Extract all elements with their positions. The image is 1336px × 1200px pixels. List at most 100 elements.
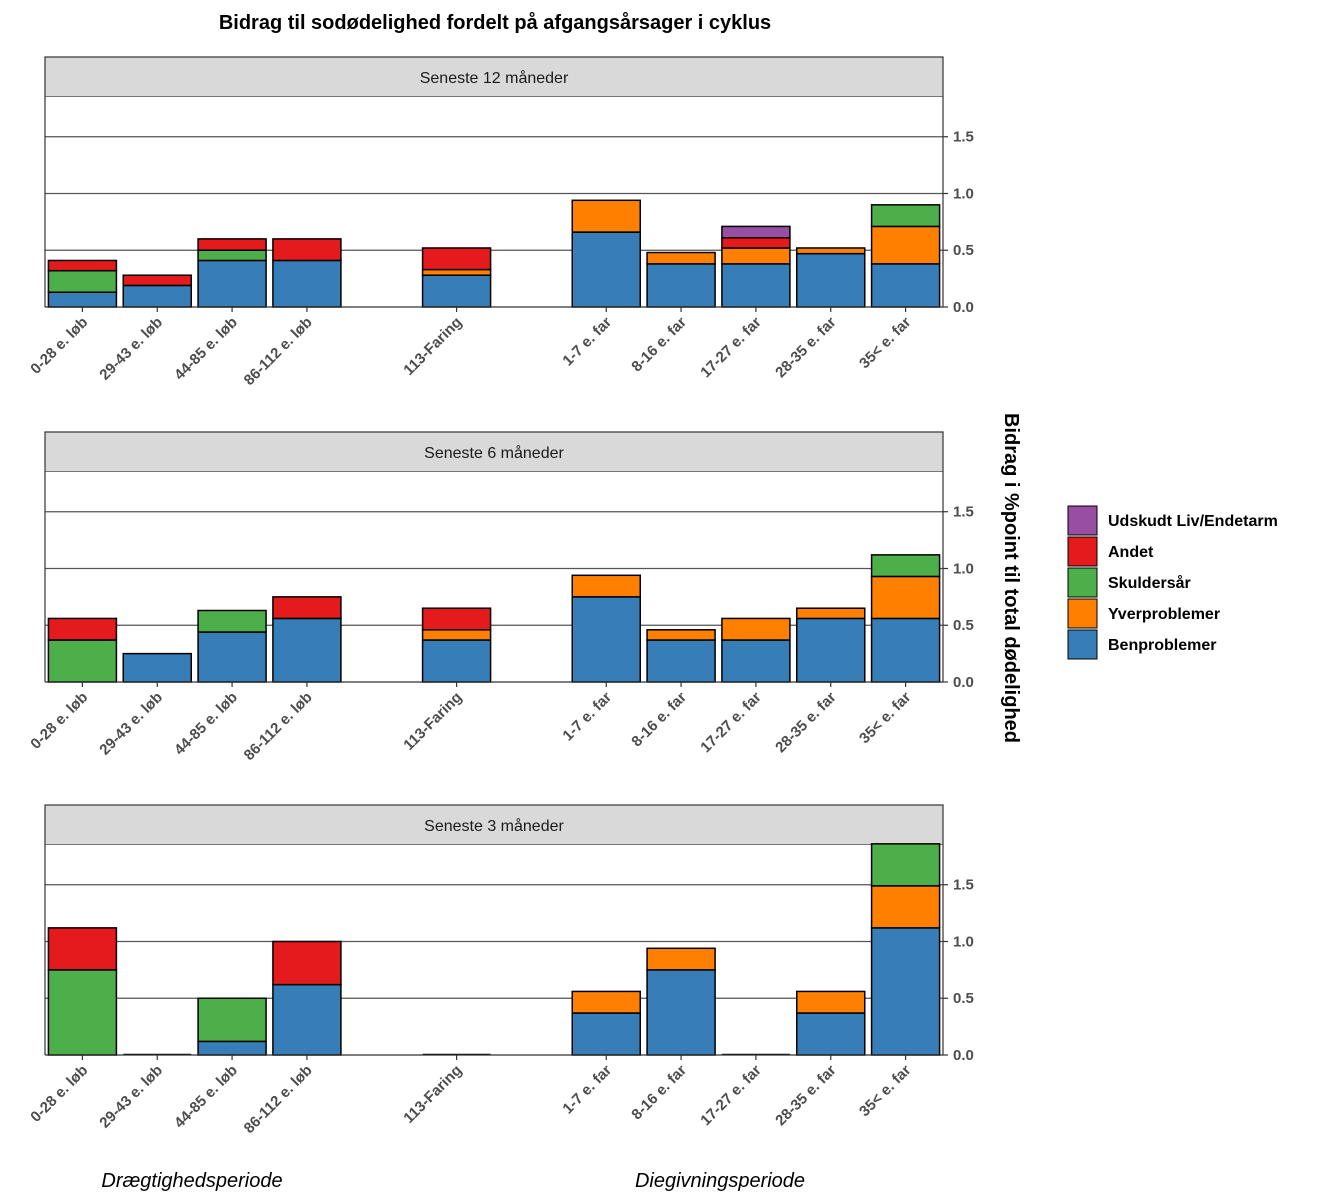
y-tick-label: 1.5 <box>953 129 974 146</box>
bar-segment <box>870 575 941 620</box>
y-tick-label: 0.0 <box>953 674 974 691</box>
bar-segment <box>571 990 641 1014</box>
bar-segment <box>721 617 791 641</box>
bar-segment <box>870 225 941 265</box>
bar-segment <box>646 947 716 971</box>
y-axis-label: Bidrag i %point til total dødelighed <box>1000 413 1022 743</box>
bar-segment <box>272 617 342 683</box>
bar-segment <box>197 631 267 683</box>
bar-segment <box>47 969 118 1056</box>
bar-segment <box>646 263 716 308</box>
y-tick-label: 1.5 <box>953 504 974 521</box>
y-tick-label: 1.5 <box>953 877 974 894</box>
panel-strip <box>44 804 944 846</box>
bar-segment <box>721 225 791 239</box>
x-tick-label: 28-35 e. far <box>772 314 840 382</box>
legend-swatch <box>1067 598 1098 629</box>
panel-strip <box>44 56 944 98</box>
bar-segment <box>421 639 492 683</box>
x-tick-label: 113-Faring <box>400 689 465 754</box>
bar-segment <box>47 291 118 308</box>
bar-segment <box>47 617 118 641</box>
chart-panels: Seneste 12 måneder 0.0 0.5 1.0 1.5 0-28 e. lø… <box>27 56 974 1137</box>
bar-segment <box>870 204 941 228</box>
bar-segment <box>571 596 641 683</box>
x-tick-label: 17-27 e. far <box>697 314 765 382</box>
bar-segment <box>870 617 941 683</box>
x-tick-label: 44-85 e. løb <box>171 689 241 759</box>
bar-segment <box>197 259 267 308</box>
x-tick-label: 113-Faring <box>400 314 465 379</box>
x-tick-label: 44-85 e. løb <box>171 1062 241 1132</box>
bar-segment <box>272 259 342 308</box>
legend-label: Benproblemer <box>1108 637 1216 654</box>
bar-segment <box>721 639 791 683</box>
bar-segment <box>796 607 866 620</box>
plot-background <box>45 97 943 307</box>
bar-segment <box>197 1040 267 1056</box>
bar-segment <box>646 639 716 683</box>
x-tick-label: 44-85 e. løb <box>171 314 241 384</box>
bar-segment <box>197 238 267 251</box>
bar-segment <box>571 199 641 233</box>
y-tick-label: 0.0 <box>953 1047 974 1064</box>
x-tick-label: 0-28 e. løb <box>27 1062 91 1126</box>
legend-swatch <box>1067 629 1098 660</box>
bar-segment <box>646 251 716 265</box>
bar-segment <box>197 249 267 262</box>
bar-segment <box>47 269 118 293</box>
bar-segment <box>796 990 866 1014</box>
x-tick-label: 8-16 e. far <box>628 689 690 751</box>
x-tick-label: 29-43 e. løb <box>96 689 166 759</box>
x-tick-label: 0-28 e. løb <box>27 689 91 753</box>
chart-title: Bidrag til sodødelighed fordelt på afgan… <box>219 11 771 34</box>
bar-segment <box>571 1012 641 1056</box>
bar-segment <box>421 268 492 276</box>
y-tick-label: 0.0 <box>953 299 974 316</box>
legend-swatch <box>1067 505 1098 536</box>
plot-background <box>45 472 943 682</box>
panel-strip-label: Seneste 3 måneder <box>424 817 564 835</box>
bar-segment <box>870 843 941 887</box>
panel-strip-label: Seneste 12 måneder <box>420 69 569 87</box>
panel-strip-label: Seneste 6 måneder <box>424 444 564 462</box>
bar-segment <box>421 274 492 308</box>
x-tick-label: 35< e. far <box>856 314 914 372</box>
legend-swatch <box>1067 567 1098 598</box>
bar-segment <box>571 231 641 308</box>
bar-segment <box>197 997 267 1043</box>
y-tick-label: 1.0 <box>953 933 974 950</box>
x-tick-label: 1-7 e. far <box>559 689 615 745</box>
bar-segment <box>272 238 342 262</box>
y-tick-label: 0.5 <box>953 242 974 259</box>
legend-label: Yverproblemer <box>1108 606 1220 623</box>
bar-segment <box>571 574 641 598</box>
bar-segment <box>796 247 866 255</box>
bar-segment <box>122 274 192 287</box>
bar-segment <box>870 885 941 929</box>
x-tick-label: 86-112 e. løb <box>241 314 316 389</box>
y-tick-label: 0.5 <box>953 617 974 634</box>
panel: Seneste 3 måneder 0.0 0.5 1.0 1.5 0-28 e. løb… <box>27 804 974 1137</box>
plot-background <box>45 845 943 1055</box>
bar-segment <box>122 284 192 308</box>
x-tick-label: 86-112 e. løb <box>241 689 316 764</box>
x-tick-label: 17-27 e. far <box>697 689 765 757</box>
bar-segment <box>272 983 342 1056</box>
bar-segment <box>796 252 866 308</box>
panel: Seneste 12 måneder 0.0 0.5 1.0 1.5 0-28 e. lø… <box>27 56 974 389</box>
bar-segment <box>721 247 791 265</box>
x-tick-label: 8-16 e. far <box>628 314 690 376</box>
period-label-lactation: Diegivningsperiode <box>635 1170 805 1192</box>
y-tick-label: 1.0 <box>953 185 974 202</box>
x-tick-label: 0-28 e. løb <box>27 314 91 378</box>
bar-segment <box>646 629 716 641</box>
bar-segment <box>272 940 342 986</box>
y-tick-label: 1.0 <box>953 560 974 577</box>
x-tick-label: 28-35 e. far <box>772 689 840 757</box>
bar-segment <box>721 263 791 308</box>
legend-swatch <box>1067 536 1098 567</box>
panel-strip <box>44 431 944 473</box>
x-tick-label: 8-16 e. far <box>628 1062 690 1124</box>
